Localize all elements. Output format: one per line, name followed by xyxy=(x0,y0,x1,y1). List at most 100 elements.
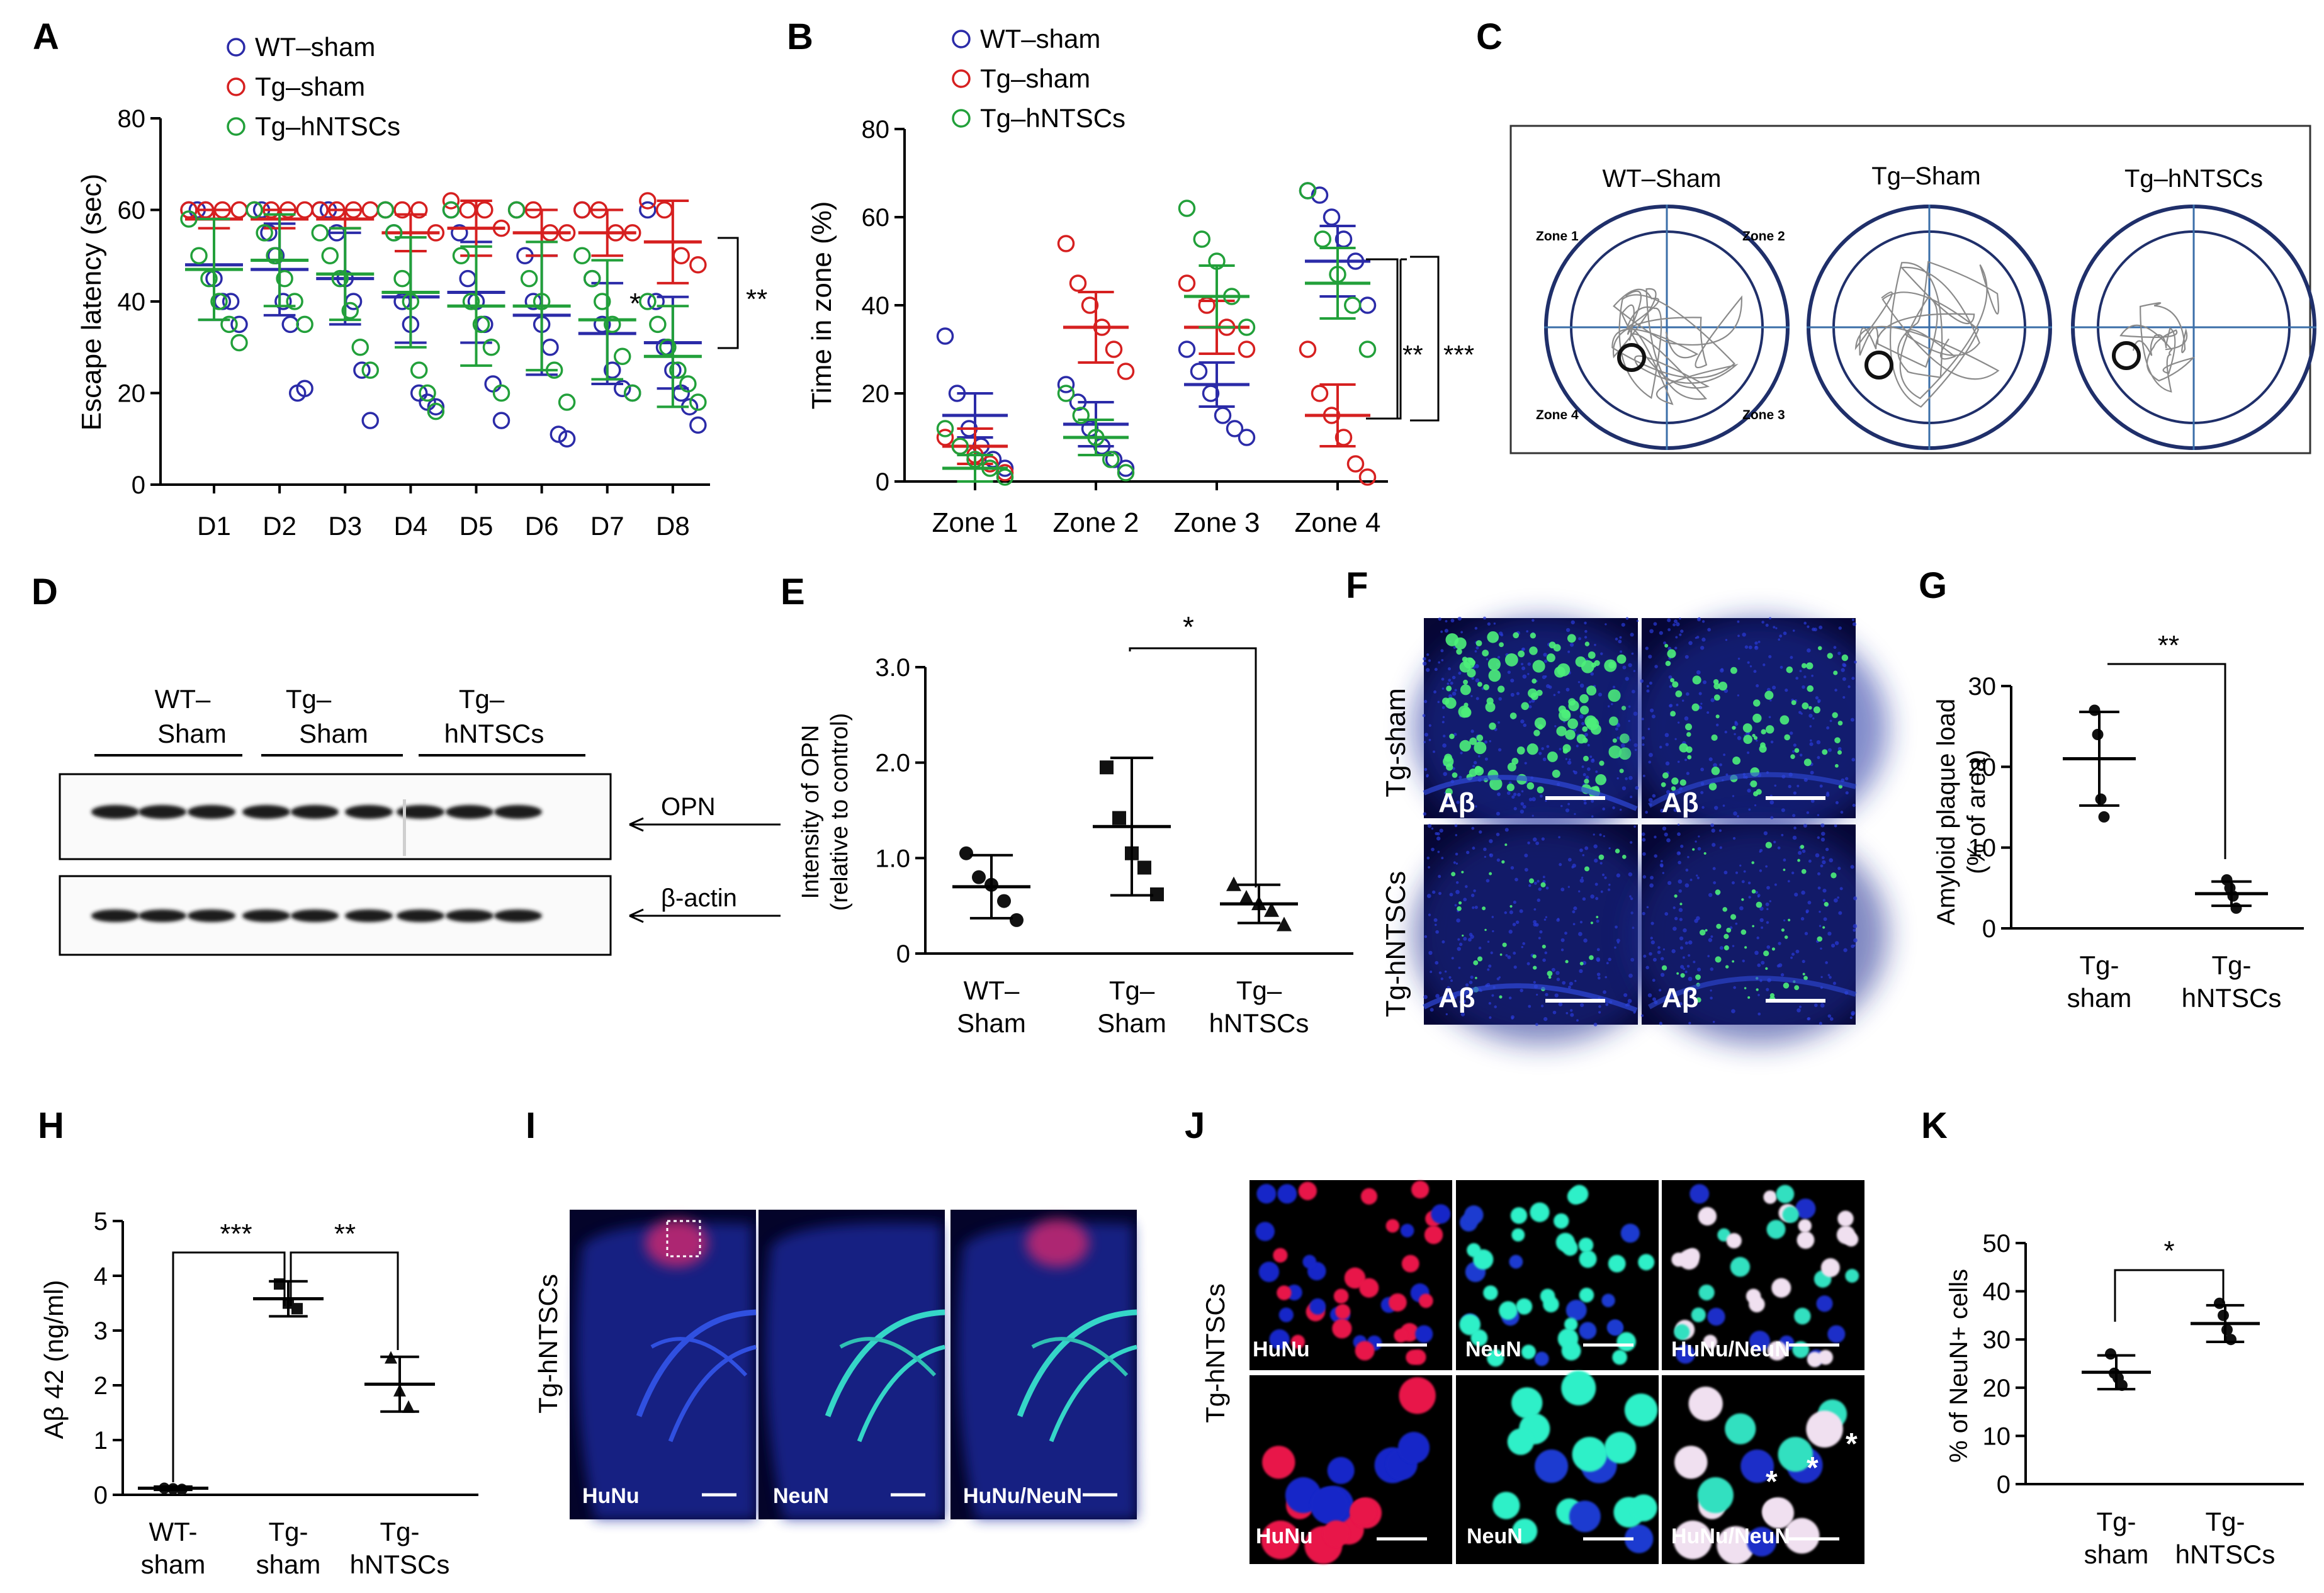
f-image-1-nucleus xyxy=(1554,725,1557,728)
f-image-2-signal-dot xyxy=(1752,699,1761,707)
f-image-4-nucleus xyxy=(1735,871,1739,874)
f-image-2-signal-dot xyxy=(1841,654,1849,661)
f-image-4-nucleus xyxy=(1766,988,1769,991)
j-image-r1-c1-cell xyxy=(1344,1267,1366,1289)
f-image-4-nucleus xyxy=(1837,896,1840,899)
j-image-r1-c3-cell xyxy=(1771,1278,1791,1298)
b-data-point xyxy=(1178,274,1196,292)
f-image-3-signal-dot xyxy=(1596,916,1599,918)
f-image-1-nucleus xyxy=(1594,643,1596,646)
j-image-r1-c1-cell xyxy=(1269,1329,1290,1350)
f-image-3-nucleus xyxy=(1513,951,1516,955)
f-image-2-nucleus xyxy=(1834,689,1837,692)
f-image-2-nucleus xyxy=(1715,723,1719,727)
d-band-actin xyxy=(345,909,393,922)
f-image-2-nucleus xyxy=(1817,756,1820,760)
f-image-3-nucleus xyxy=(1582,853,1585,857)
f-image-4-nucleus xyxy=(1654,854,1658,858)
f-image-3-nucleus xyxy=(1454,824,1458,828)
f-image-2-nucleus xyxy=(1651,714,1656,719)
f-image-3-nucleus xyxy=(1508,996,1512,999)
j-image-r2-c3-cell xyxy=(1697,1477,1734,1514)
f-image-4-nucleus xyxy=(1733,986,1736,989)
e-ytick-label: 3.0 xyxy=(875,654,910,682)
f-image-2-nucleus xyxy=(1811,674,1814,677)
a-data-point xyxy=(541,339,559,356)
j-image-r1-c1-cell xyxy=(1298,1181,1317,1200)
f-image-1-nucleus xyxy=(1527,673,1530,675)
f-image-4-signal-dot xyxy=(1822,926,1825,929)
f-image-2-signal-dot xyxy=(1786,666,1793,673)
f-image-1-nucleus xyxy=(1620,743,1625,748)
f-image-3-nucleus xyxy=(1465,885,1468,888)
b-data-point xyxy=(1057,235,1075,252)
j-image-r1-c3-cell xyxy=(1776,1185,1795,1203)
f-image-1-nucleus xyxy=(1616,723,1620,728)
f-image-4-nucleus xyxy=(1678,860,1681,865)
f-image-1-signal-dot xyxy=(1533,729,1540,736)
panel-label-e: E xyxy=(781,571,805,612)
f-image-1-nucleus xyxy=(1521,663,1524,666)
a-data-point xyxy=(649,315,667,334)
f-image-3-nucleus xyxy=(1496,977,1500,981)
f-image-1-nucleus xyxy=(1440,649,1444,653)
f-image-3-nucleus xyxy=(1473,889,1476,892)
f-image-1-nucleus xyxy=(1484,757,1488,761)
f-image-3-nucleus xyxy=(1596,972,1601,976)
f-image-2-nucleus xyxy=(1788,784,1791,789)
f-image-3-nucleus xyxy=(1460,996,1464,1000)
f-image-2-nucleus xyxy=(1737,814,1739,818)
f-image-3-nucleus xyxy=(1598,1005,1601,1008)
a-data-point xyxy=(321,247,339,264)
f-image-3-nucleus xyxy=(1604,876,1607,879)
panel-j-micrographs: * ** Tg-hNTSCs HuNu NeuN HuNu/NeuN HuNu N… xyxy=(1200,1180,1864,1564)
f-image-2-nucleus xyxy=(1837,651,1841,655)
f-image-3-nucleus xyxy=(1488,964,1492,968)
a-data-point xyxy=(296,201,313,219)
f-image-1-nucleus xyxy=(1590,672,1594,676)
f-image-4-structure xyxy=(1648,976,1857,1010)
f-image-2-nucleus xyxy=(1809,725,1812,728)
e-data-point xyxy=(1150,887,1164,901)
f-image-3-nucleus xyxy=(1552,1010,1557,1015)
h-category-label: Tg- xyxy=(269,1517,308,1546)
f-image-2-nucleus xyxy=(1734,733,1736,736)
f-image-3-nucleus xyxy=(1460,1012,1465,1016)
f-image-2-nucleus xyxy=(1812,717,1815,720)
f-image-3-nucleus xyxy=(1541,837,1545,841)
f-image-1-nucleus xyxy=(1524,762,1527,765)
d-band-actin xyxy=(242,909,290,922)
f-image-1-nucleus xyxy=(1584,636,1588,639)
f-image-1-nucleus xyxy=(1450,681,1453,685)
f-image-3-nucleus xyxy=(1567,858,1572,862)
a-ytick-label: 60 xyxy=(118,197,146,225)
f-image-4-nucleus xyxy=(1645,965,1649,970)
f-image-1-nucleus xyxy=(1484,740,1488,744)
a-data-point xyxy=(550,425,568,443)
f-image-2-nucleus xyxy=(1851,618,1855,621)
f-image-2-nucleus xyxy=(1773,626,1776,629)
f-image-3-signal-dot xyxy=(1501,860,1505,864)
f-image-4-nucleus xyxy=(1739,906,1744,911)
f-image-3-nucleus xyxy=(1570,1013,1574,1017)
f-image-3-nucleus xyxy=(1444,970,1447,973)
f-image-2-nucleus xyxy=(1747,661,1750,664)
f-image-2-nucleus xyxy=(1812,628,1815,631)
f-image-4-nucleus xyxy=(1708,892,1713,898)
f-image-2-nucleus xyxy=(1654,665,1658,668)
b-data-point xyxy=(1105,341,1123,358)
f-image-4-nucleus xyxy=(1678,889,1682,893)
f-image-1-nucleus xyxy=(1423,812,1426,816)
h-ytick-label: 1 xyxy=(94,1427,108,1455)
f-image-3-nucleus xyxy=(1596,958,1600,962)
k-ytick-label: 0 xyxy=(1997,1471,2011,1499)
f-image-3-nucleus xyxy=(1543,918,1547,921)
f-image-2-signal-dot xyxy=(1713,683,1720,690)
f-image-1-nucleus xyxy=(1475,678,1480,683)
f-image-3-nucleus xyxy=(1630,897,1633,901)
a-data-point xyxy=(476,201,494,219)
f-image-1-nucleus xyxy=(1628,775,1633,780)
f-image-3-signal-dot xyxy=(1584,866,1590,872)
f-image-4-nucleus xyxy=(1711,828,1715,833)
c-title-wt-sham: WT–Sham xyxy=(1603,165,1722,193)
